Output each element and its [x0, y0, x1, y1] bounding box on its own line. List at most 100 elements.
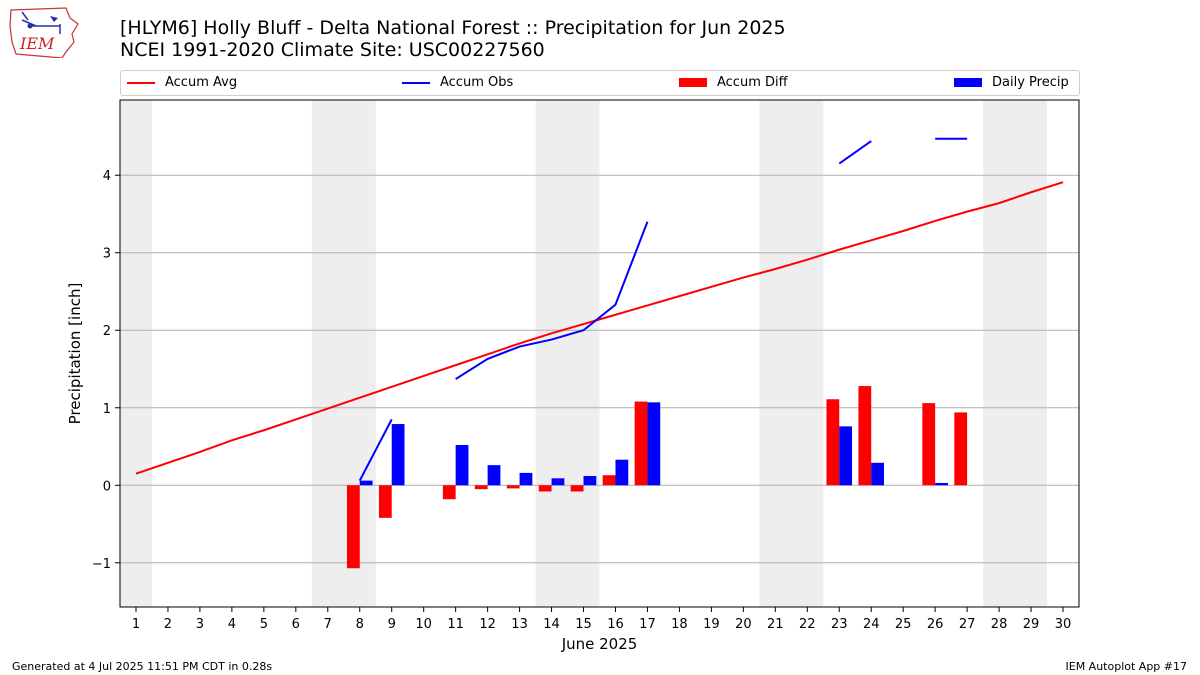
accum-avg-line: [135, 181, 1064, 475]
accum-diff-bar: [570, 485, 584, 492]
x-tick-label: 21: [767, 617, 784, 632]
chart-title: [HLYM6] Holly Bluff - Delta National For…: [120, 17, 786, 39]
accum-diff-bar: [538, 485, 552, 492]
y-tick-label: 2: [103, 324, 111, 339]
x-tick-label: 8: [356, 617, 364, 632]
daily-precip-bar: [551, 478, 565, 486]
legend-swatch-accum-diff: [679, 78, 707, 87]
x-tick-label: 19: [703, 617, 720, 632]
daily-precip-bar: [391, 424, 405, 486]
weekend-band: [759, 100, 824, 607]
weekend-shading: [120, 100, 1048, 607]
plot-area-frame: [119, 99, 1080, 608]
x-tick-label: 24: [863, 617, 880, 632]
y-tick-label: 1: [103, 402, 111, 417]
legend-label-accum-avg: Accum Avg: [165, 75, 238, 90]
accum-obs-line: [358, 418, 393, 482]
y-tick-label: −1: [92, 557, 111, 572]
accum-diff-bar: [858, 386, 872, 486]
accum-diff-bar: [602, 475, 616, 486]
x-tick-label: 2: [164, 617, 172, 632]
legend-label-daily-precip: Daily Precip: [992, 75, 1069, 90]
x-axis-label: June 2025: [561, 635, 638, 653]
legend-item-accum-avg: Accum Avg: [127, 74, 237, 92]
x-tick-label: 30: [1055, 617, 1072, 632]
accum-diff-bar: [378, 485, 392, 518]
legend: Accum Avg Accum Obs Accum Diff Daily Pre…: [120, 70, 1080, 96]
daily-precip-bar: [615, 459, 629, 486]
x-tick-label: 12: [479, 617, 496, 632]
daily-precip-bar: [487, 465, 501, 486]
accum-diff-bar: [506, 485, 520, 489]
y-tick-label: 3: [103, 247, 111, 262]
x-tick-label: 4: [228, 617, 236, 632]
footer-app-text: IEM Autoplot App #17: [1065, 660, 1188, 673]
accum-diff-bar: [474, 485, 488, 490]
logo-text: IEM: [19, 34, 55, 53]
x-tick-label: 5: [260, 617, 268, 632]
bars: [346, 386, 968, 569]
iem-logo: IEM: [9, 7, 79, 58]
iowa-outline-icon: [9, 7, 79, 58]
accum-obs-line: [838, 140, 872, 165]
accum-diff-bar: [922, 403, 936, 486]
x-tick-label: 26: [927, 617, 944, 632]
daily-precip-bar: [583, 475, 597, 486]
x-tick-label: 18: [671, 617, 688, 632]
daily-precip-bar: [935, 482, 948, 486]
accum-diff-bar: [826, 399, 840, 486]
x-tick-label: 23: [831, 617, 848, 632]
daily-precip-bar: [647, 402, 661, 486]
x-tick-label: 16: [607, 617, 624, 632]
x-tick-label: 6: [292, 617, 300, 632]
accum-diff-bar: [634, 401, 648, 486]
y-tick-label: 4: [103, 169, 111, 184]
accum-diff-bar: [442, 485, 456, 500]
x-axis: 1 2 3 4 5 6 7 8 9 10 11 12 13 14 15 16 17 18 19 20 21 22 23 24 2…: [132, 607, 1071, 632]
footer-generated-text: Generated at 4 Jul 2025 11:51 PM CDT in …: [12, 660, 273, 673]
x-tick-label: 14: [543, 617, 560, 632]
x-tick-label: 28: [991, 617, 1008, 632]
accum-diff-bar: [954, 412, 968, 486]
x-tick-label: 11: [447, 617, 464, 632]
x-tick-label: 25: [895, 617, 912, 632]
x-tick-label: 13: [511, 617, 528, 632]
x-tick-label: 20: [735, 617, 752, 632]
x-tick-label: 7: [324, 617, 332, 632]
weekend-band: [983, 100, 1048, 607]
weekend-band: [311, 100, 376, 607]
daily-precip-bar: [359, 480, 373, 486]
legend-label-accum-obs: Accum Obs: [440, 75, 514, 90]
legend-label-accum-diff: Accum Diff: [717, 75, 788, 90]
x-tick-label: 29: [1023, 617, 1040, 632]
legend-item-accum-diff: Accum Diff: [679, 74, 788, 92]
x-tick-label: 27: [959, 617, 976, 632]
weekend-band: [535, 100, 600, 607]
accum-diff-bar: [346, 485, 360, 569]
lines: [135, 137, 1064, 482]
y-gridlines: [120, 174, 1079, 564]
y-axis: −1 0 1 2 3 4: [92, 169, 120, 572]
legend-swatch-accum-obs: [402, 81, 430, 84]
y-axis-label: Precipitation [inch]: [66, 283, 84, 425]
x-tick-label: 1: [132, 617, 140, 632]
x-tick-label: 17: [639, 617, 656, 632]
legend-item-accum-obs: Accum Obs: [402, 74, 513, 92]
daily-precip-bar: [839, 426, 853, 486]
x-tick-label: 22: [799, 617, 816, 632]
legend-item-daily-precip: Daily Precip: [954, 74, 1069, 92]
x-tick-label: 3: [196, 617, 204, 632]
chart-subtitle: NCEI 1991-2020 Climate Site: USC00227560: [120, 39, 545, 61]
y-tick-label: 0: [103, 479, 111, 494]
daily-precip-bar: [871, 462, 885, 486]
daily-precip-bar: [519, 472, 533, 486]
x-tick-label: 15: [575, 617, 592, 632]
x-tick-label: 10: [415, 617, 432, 632]
weekend-band: [120, 100, 152, 607]
legend-swatch-daily-precip: [954, 78, 982, 87]
accum-obs-line: [455, 221, 649, 380]
legend-swatch-accum-avg: [127, 81, 155, 84]
x-tick-label: 9: [388, 617, 396, 632]
daily-precip-bar: [455, 444, 469, 486]
